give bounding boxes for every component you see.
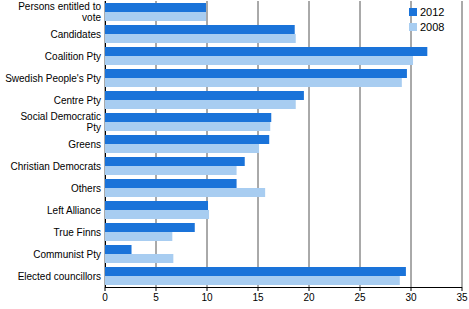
tick-label: 25 bbox=[354, 292, 366, 303]
bar bbox=[105, 100, 296, 109]
tick-label: 0 bbox=[102, 292, 108, 303]
category-label: Others bbox=[71, 183, 101, 194]
grid-line bbox=[411, 1, 412, 287]
grid-line bbox=[462, 1, 463, 287]
category-label: Centre Pty bbox=[54, 95, 101, 106]
legend-label: 2008 bbox=[420, 21, 444, 33]
tick-label: 15 bbox=[252, 292, 264, 303]
bar bbox=[105, 201, 208, 210]
bar bbox=[105, 267, 406, 276]
category-label: Coalition Pty bbox=[45, 51, 101, 62]
bar bbox=[105, 56, 413, 65]
category-label: Elected councillors bbox=[18, 271, 101, 282]
bar bbox=[105, 223, 195, 232]
bar bbox=[105, 232, 172, 241]
x-axis bbox=[105, 287, 462, 288]
bar bbox=[105, 113, 271, 122]
category-label: Candidates bbox=[50, 29, 101, 40]
tick-label: 35 bbox=[456, 292, 468, 303]
legend-label: 2012 bbox=[420, 6, 444, 18]
grid-line bbox=[360, 1, 361, 287]
bar bbox=[105, 69, 407, 78]
grid-line bbox=[309, 1, 310, 287]
bar bbox=[105, 78, 402, 87]
category-label: Persons entitled tovote bbox=[18, 1, 101, 23]
legend-swatch bbox=[409, 8, 417, 16]
bar bbox=[105, 47, 427, 56]
category-label: Christian Democrats bbox=[10, 161, 101, 172]
bar bbox=[105, 91, 304, 100]
legend: 2012 2008 bbox=[409, 6, 444, 33]
tick-label: 5 bbox=[153, 292, 159, 303]
bar bbox=[105, 188, 265, 197]
bar bbox=[105, 210, 209, 219]
bar bbox=[105, 245, 132, 254]
bar bbox=[105, 276, 400, 285]
tick-label: 30 bbox=[405, 292, 417, 303]
chart: 0 5 10 15 20 25 30 35 Persons entitled tovote Can… bbox=[0, 0, 469, 309]
bar bbox=[105, 25, 295, 34]
bar bbox=[105, 166, 237, 175]
bar bbox=[105, 179, 237, 188]
tick-label: 20 bbox=[303, 292, 315, 303]
bar bbox=[105, 3, 206, 12]
bar bbox=[105, 12, 206, 21]
bar bbox=[105, 254, 173, 263]
bar bbox=[105, 34, 296, 43]
bar bbox=[105, 157, 245, 166]
legend-swatch bbox=[409, 23, 417, 31]
category-label: True Finns bbox=[54, 227, 101, 238]
bar bbox=[105, 135, 269, 144]
category-label: Swedish People's Pty bbox=[5, 73, 101, 84]
bars bbox=[105, 3, 427, 285]
category-label: Left Alliance bbox=[47, 205, 101, 216]
bar bbox=[105, 122, 270, 131]
bar bbox=[105, 144, 259, 153]
tick-label: 10 bbox=[201, 292, 213, 303]
category-label: Greens bbox=[68, 139, 101, 150]
category-label: Communist Pty bbox=[33, 249, 101, 260]
category-label: Social DemocraticPty bbox=[20, 111, 101, 133]
